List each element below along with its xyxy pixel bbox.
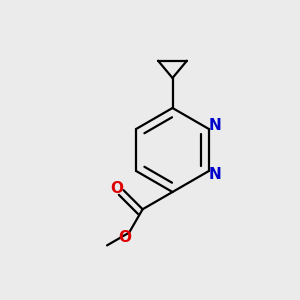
Text: N: N xyxy=(209,167,222,182)
Text: O: O xyxy=(118,230,131,244)
Text: N: N xyxy=(209,118,222,133)
Text: O: O xyxy=(110,181,123,196)
